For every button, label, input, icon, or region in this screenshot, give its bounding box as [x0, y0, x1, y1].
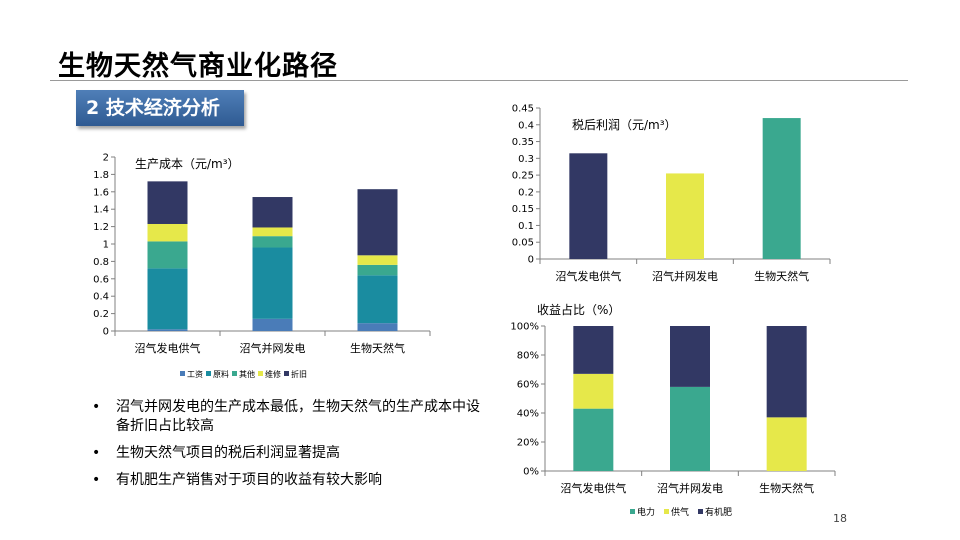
y-tick-label: 1.4 [93, 205, 109, 216]
legend-label: 其他 [239, 369, 255, 379]
y-tick-label: 0.05 [512, 238, 534, 249]
title-divider [50, 80, 908, 81]
y-tick-label: 0 [103, 327, 109, 338]
legend-swatch [630, 509, 635, 514]
y-tick-label: 0.1 [518, 221, 534, 232]
y-tick-label: 1 [103, 240, 109, 251]
y-tick-label: 0.45 [512, 104, 534, 115]
page-number: 18 [833, 512, 847, 525]
bullet-list: • 沼气并网发电的生产成本最低，生物天然气的生产成本中设备折旧占比较高 • 生物… [92, 398, 492, 498]
y-tick-label: 0.4 [93, 292, 109, 303]
x-tick-label: 沼气并网发电 [652, 269, 718, 283]
bar-segment [147, 223, 188, 242]
y-tick-label: 40% [517, 409, 539, 420]
bullet-item: • 生物天然气项目的税后利润显著提高 [92, 444, 492, 463]
bar-segment [766, 326, 807, 418]
bar-segment [670, 386, 710, 471]
legend-label: 折旧 [291, 369, 307, 379]
y-tick-label: 60% [517, 380, 539, 391]
legend-label: 有机肥 [705, 506, 732, 518]
x-tick-label: 沼气并网发电 [657, 481, 723, 495]
bar-segment [357, 323, 398, 331]
bullet-dot: • [92, 472, 101, 488]
legend-label: 电力 [637, 506, 655, 518]
legend-label: 维修 [265, 369, 281, 379]
legend-swatch [698, 509, 703, 514]
legend-swatch [284, 371, 289, 376]
x-tick-label: 沼气发电供气 [555, 269, 621, 283]
bar-segment [252, 197, 293, 228]
section-tag: 2 技术经济分析 [76, 90, 244, 126]
legend-label: 原料 [213, 369, 229, 379]
y-tick-label: 0.35 [512, 137, 534, 148]
bar-segment [252, 318, 293, 331]
bar-segment [147, 329, 188, 331]
y-tick-label: 0.8 [93, 257, 109, 268]
x-tick-label: 沼气发电供气 [560, 481, 626, 495]
y-tick-label: 1.8 [93, 170, 109, 181]
bullet-dot: • [92, 399, 101, 415]
bar-segment [357, 189, 398, 256]
bar [666, 173, 704, 259]
bar-segment [573, 373, 614, 409]
bar-segment [147, 181, 188, 224]
bar-segment [252, 247, 293, 319]
y-tick-label: 2 [103, 153, 109, 164]
bullet-item: • 有机肥生产销售对于项目的收益有较大影响 [92, 471, 492, 490]
y-tick-label: 0.15 [512, 204, 534, 215]
bullet-text: 沼气并网发电的生产成本最低，生物天然气的生产成本中设备折旧占比较高 [116, 399, 480, 434]
page-title: 生物天然气商业化路径 [58, 51, 338, 82]
chart-title: 税后利润（元/m³） [572, 118, 677, 132]
bar-segment [670, 326, 710, 387]
bar-segment [147, 241, 188, 269]
y-tick-label: 0.2 [518, 187, 534, 198]
bar-segment [357, 255, 398, 265]
legend-label: 工资 [187, 369, 203, 379]
x-tick-label: 生物天然气 [350, 341, 405, 355]
bullet-text: 有机肥生产销售对于项目的收益有较大影响 [116, 472, 382, 488]
y-tick-label: 80% [517, 351, 539, 362]
bullet-text: 生物天然气项目的税后利润显著提高 [116, 445, 340, 461]
bar-segment [357, 275, 398, 324]
legend-swatch [180, 371, 185, 376]
bar-segment [573, 408, 614, 471]
y-tick-label: 0 [528, 255, 534, 266]
chart-title: 生产成本（元/m³） [135, 157, 240, 171]
y-tick-label: 0.6 [93, 274, 109, 285]
x-tick-label: 沼气发电供气 [135, 341, 201, 355]
bar-segment [252, 227, 293, 237]
x-tick-label: 沼气并网发电 [240, 341, 306, 355]
bar-segment [252, 236, 293, 248]
bar-segment [357, 264, 398, 276]
bullet-item: • 沼气并网发电的生产成本最低，生物天然气的生产成本中设备折旧占比较高 [92, 398, 492, 436]
bar [762, 118, 801, 259]
legend-swatch [206, 371, 211, 376]
legend-swatch [258, 371, 263, 376]
chart-title: 收益占比（%） [537, 302, 620, 317]
x-tick-label: 生物天然气 [754, 269, 809, 283]
y-tick-label: 100% [510, 322, 539, 333]
y-tick-label: 0.4 [518, 120, 534, 131]
x-tick-label: 生物天然气 [759, 481, 814, 495]
legend-label: 供气 [671, 506, 689, 518]
y-tick-label: 0% [523, 467, 539, 478]
legend-swatch [664, 509, 669, 514]
y-tick-label: 1.6 [93, 187, 109, 198]
y-tick-label: 1.2 [93, 222, 109, 233]
legend-swatch [232, 371, 237, 376]
y-tick-label: 20% [517, 438, 539, 449]
bar [569, 153, 608, 259]
bullet-dot: • [92, 445, 101, 461]
bar-segment [147, 268, 188, 330]
bar-segment [766, 417, 807, 471]
y-tick-label: 0.25 [512, 171, 534, 182]
y-tick-label: 0.3 [518, 154, 534, 165]
y-tick-label: 0.2 [93, 309, 109, 320]
bar-segment [573, 326, 614, 374]
